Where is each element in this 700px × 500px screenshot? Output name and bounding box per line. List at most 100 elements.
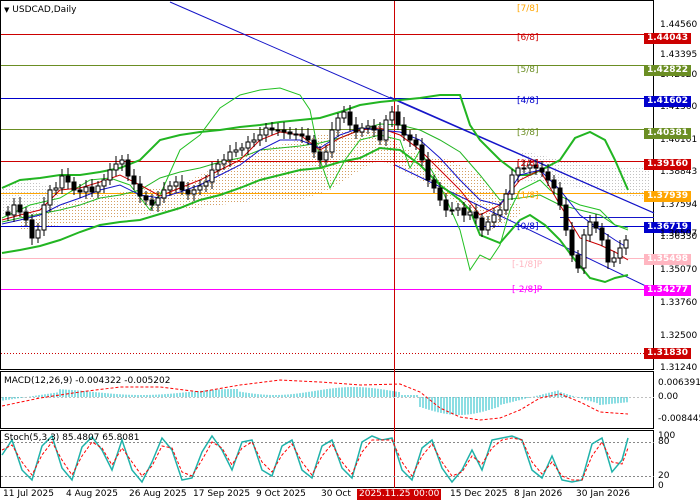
macd-bar <box>458 397 460 415</box>
macd-bar <box>395 391 397 397</box>
murrey-name-3: [4/8] <box>517 96 539 107</box>
candle-body <box>353 124 359 133</box>
macd-bar <box>77 390 79 397</box>
candle-body <box>137 183 143 197</box>
macd-bar <box>350 387 352 397</box>
macd-bar <box>320 389 322 397</box>
ichimoku-cloud-right <box>520 150 650 200</box>
macd-bar <box>488 397 490 410</box>
macd-bar <box>602 397 604 405</box>
macd-bar <box>368 387 370 397</box>
macd-bar <box>326 389 328 397</box>
macd-bar <box>257 394 259 397</box>
macd-bar <box>185 392 187 397</box>
macd-bar <box>335 387 337 397</box>
macd-bar <box>518 397 520 401</box>
macd-bar <box>410 395 412 397</box>
murrey-name-8: [-1/8]P <box>512 259 543 270</box>
macd-bar <box>11 397 13 400</box>
time-tick: 15 Dec 2025 <box>450 489 508 499</box>
candle-body <box>173 181 179 187</box>
candle-body <box>485 221 491 231</box>
macd-bar <box>506 397 508 404</box>
macd-bar <box>497 397 499 408</box>
macd-bar <box>239 391 241 397</box>
candle-body <box>83 186 89 193</box>
candle-body <box>443 199 449 211</box>
candle-body <box>593 221 599 229</box>
candle-body <box>371 125 377 131</box>
macd-bar <box>92 391 94 397</box>
macd-bar <box>359 387 361 397</box>
candle-body <box>581 234 587 269</box>
candle-body <box>419 144 425 161</box>
macd-bar <box>527 397 529 398</box>
collapse-triangle-icon[interactable]: ▼ <box>4 6 10 14</box>
candle-body <box>569 229 575 256</box>
macd-bar <box>53 392 55 397</box>
level-price-tag: 1.44043 <box>644 33 691 45</box>
macd-bar <box>173 393 175 397</box>
macd-tick: 0.00 <box>658 392 679 402</box>
level-price-tag: 1.40381 <box>644 127 691 139</box>
macd-bar <box>137 394 139 397</box>
macd-bar <box>44 394 46 397</box>
candle-body <box>251 139 257 143</box>
candle-body <box>503 193 509 211</box>
candle-body <box>515 167 521 176</box>
macd-bar <box>542 394 544 397</box>
macd-bar <box>374 388 376 397</box>
macd-bar <box>614 397 616 404</box>
macd-bar <box>332 388 334 397</box>
macd-bar <box>221 389 223 397</box>
candle-body <box>323 151 329 161</box>
candle-body <box>365 125 371 129</box>
macd-bar <box>533 396 535 397</box>
candle-body <box>17 204 23 213</box>
macd-bar <box>389 390 391 397</box>
macd-bar <box>83 390 85 397</box>
macd-bar <box>2 397 4 401</box>
macd-bar <box>170 393 172 397</box>
current-price-label: 1.36507 <box>660 228 698 239</box>
candle-body <box>95 185 101 193</box>
time-tick: 17 Sep 2025 <box>193 489 251 499</box>
candle-body <box>389 111 395 121</box>
macd-bar <box>578 397 580 398</box>
candle-body <box>149 199 155 206</box>
macd-bar <box>125 394 127 397</box>
macd-bar <box>449 397 451 415</box>
candle-body <box>89 186 95 193</box>
candle-body <box>287 131 293 135</box>
macd-bar <box>227 389 229 397</box>
stoch-title: Stoch(5,3,3) 85.4807 65.8081 <box>4 433 140 443</box>
macd-bar <box>299 393 301 397</box>
time-tick: 30 Jan 2026 <box>576 489 630 499</box>
candle-body <box>263 127 269 136</box>
macd-bar <box>476 397 478 414</box>
stoch-tick: 0 <box>658 481 664 491</box>
candle-body <box>275 129 281 132</box>
macd-bar <box>581 397 583 399</box>
macd-bar <box>5 397 7 401</box>
macd-bar <box>281 394 283 397</box>
macd-bar <box>176 393 178 397</box>
price-tick: 1.37594 <box>660 199 698 210</box>
candle-body <box>107 169 113 181</box>
price-tick: 1.35070 <box>660 264 698 275</box>
macd-bar <box>404 395 406 397</box>
macd-bar <box>224 389 226 397</box>
macd-bar <box>485 397 487 411</box>
stoch-panel <box>0 430 654 488</box>
murrey-name-0: [7/8] <box>517 4 539 14</box>
macd-bar <box>563 393 565 397</box>
macd-bar <box>611 397 613 404</box>
macd-bar <box>17 397 19 399</box>
macd-bar <box>377 388 379 397</box>
price-tick: 1.45715 <box>660 0 697 1</box>
time-tick: 4 Aug 2025 <box>66 489 118 499</box>
macd-bar <box>545 393 547 397</box>
macd-bar <box>20 397 22 398</box>
macd-bar <box>593 397 595 403</box>
